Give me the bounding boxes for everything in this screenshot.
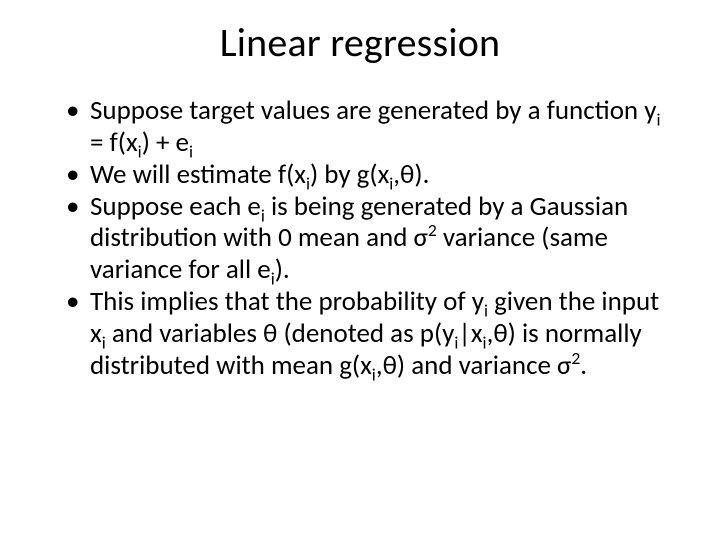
- slide: Linear regression Suppose target values …: [0, 0, 720, 540]
- bullet-item: Suppose each ei is being generated by a …: [66, 191, 672, 287]
- bullet-item: Suppose target values are generated by a…: [66, 95, 672, 159]
- bullet-list: Suppose target values are generated by a…: [48, 95, 672, 382]
- bullet-item: This implies that the probability of yi …: [66, 286, 672, 382]
- slide-title: Linear regression: [48, 18, 672, 67]
- bullet-item: We will estimate f(xi) by g(xi,θ).: [66, 159, 672, 191]
